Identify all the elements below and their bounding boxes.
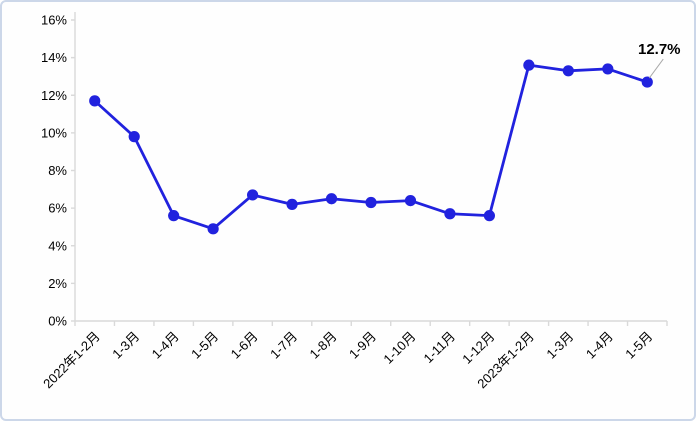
x-axis-label: 1-11月 bbox=[421, 329, 459, 367]
data-point bbox=[444, 208, 456, 220]
data-point bbox=[325, 193, 338, 205]
data-point bbox=[523, 59, 535, 71]
data-point bbox=[562, 65, 574, 77]
x-axis-label: 1-8月 bbox=[307, 329, 340, 362]
x-axis-label: 1-7月 bbox=[267, 329, 300, 362]
data-point bbox=[286, 198, 298, 210]
line-chart: 0%2%4%6%8%10%12%14%16%2022年1-2月 1-3月 1-4月 1… bbox=[40, 12, 681, 392]
x-axis-label: 1-9月 bbox=[346, 329, 379, 362]
y-axis-label: 16% bbox=[41, 13, 67, 28]
data-point bbox=[247, 189, 259, 201]
data-point bbox=[89, 95, 101, 107]
x-axis-label: 1-5月 bbox=[188, 329, 221, 362]
data-point bbox=[483, 210, 495, 222]
y-axis-label: 10% bbox=[41, 125, 67, 140]
x-axis-label: 2022年1-2月 bbox=[40, 329, 103, 392]
x-axis-label: 1-4月 bbox=[149, 329, 182, 362]
y-axis-label: 2% bbox=[48, 276, 67, 291]
x-axis-label: 1-4月 bbox=[583, 329, 616, 362]
data-point bbox=[602, 63, 614, 75]
y-axis-label: 14% bbox=[41, 50, 67, 65]
data-point bbox=[168, 210, 180, 222]
y-axis-label: 4% bbox=[48, 238, 67, 253]
x-axis-label: 1-3月 bbox=[109, 329, 142, 362]
annotation-leader-line bbox=[648, 58, 664, 79]
x-axis-label: 1-3月 bbox=[543, 329, 576, 362]
x-axis-label: 1-10月 bbox=[380, 329, 418, 367]
data-point bbox=[207, 223, 219, 235]
y-axis-label: 12% bbox=[41, 88, 67, 103]
data-point bbox=[641, 76, 653, 88]
y-axis-label: 0% bbox=[48, 314, 67, 329]
y-axis-label: 8% bbox=[48, 163, 67, 178]
annotation-label: 12.7% bbox=[638, 41, 681, 58]
x-axis-label: 1-5月 bbox=[622, 329, 655, 362]
data-point bbox=[365, 196, 377, 209]
data-point bbox=[128, 131, 140, 143]
data-point bbox=[404, 195, 417, 207]
y-axis-label: 6% bbox=[48, 201, 67, 216]
x-axis-label: 1-12月 bbox=[459, 329, 497, 367]
x-axis-label: 1-6月 bbox=[228, 329, 261, 362]
